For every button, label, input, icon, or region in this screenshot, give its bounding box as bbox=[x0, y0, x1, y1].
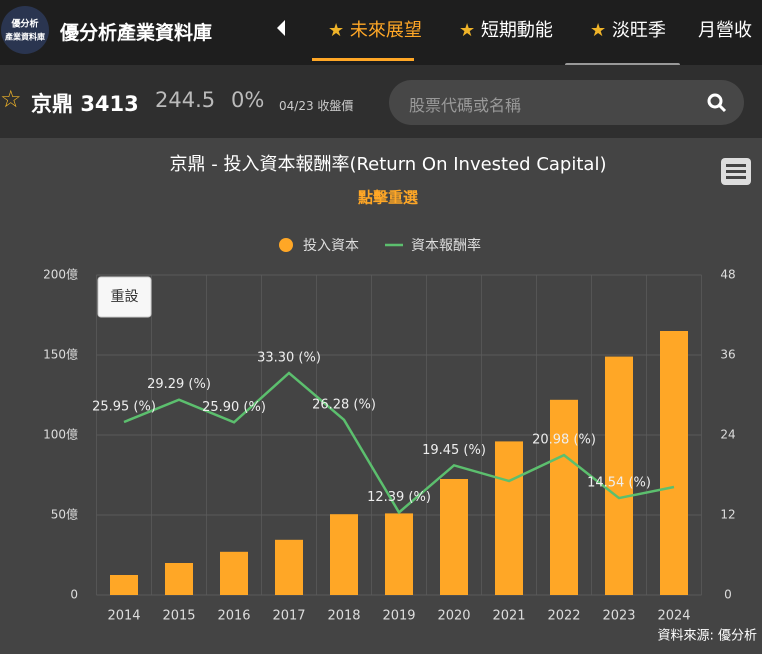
tab-label: 短期動能 bbox=[480, 20, 553, 41]
date: 04/23 bbox=[279, 99, 314, 113]
bar bbox=[605, 356, 633, 595]
bar bbox=[440, 479, 468, 595]
y-tick-label: 200億 bbox=[43, 268, 78, 282]
y-tick-label: 150億 bbox=[43, 348, 78, 362]
app-title: 優分析產業資料庫 bbox=[60, 22, 213, 44]
search-placeholder: 股票代碼或名稱 bbox=[409, 96, 522, 115]
y2-tick-label: 0 bbox=[724, 588, 732, 602]
date-label: 收盤價 bbox=[317, 99, 354, 113]
tab[interactable]: 月營收 bbox=[698, 16, 752, 42]
y-tick-label: 50億 bbox=[51, 508, 78, 522]
x-tick-label: 2019 bbox=[382, 609, 415, 624]
bar bbox=[385, 513, 413, 595]
y2-tick-label: 36 bbox=[720, 348, 735, 362]
stock-bar: ☆ 京鼎 3413 244.5 0% 04/23 收盤價 股票代碼或名稱 bbox=[0, 65, 762, 138]
source: 資料來源: 優分析 bbox=[657, 629, 757, 644]
x-tick-label: 2021 bbox=[492, 609, 525, 624]
bar bbox=[110, 575, 138, 595]
logo[interactable] bbox=[1, 6, 49, 54]
y2-tick-label: 24 bbox=[720, 428, 735, 442]
chart-title: 京鼎 - 投入資本報酬率(Return On Invested Capital) bbox=[170, 154, 607, 175]
data-label: 19.45 (%) bbox=[422, 443, 486, 458]
x-tick-label: 2022 bbox=[547, 609, 580, 624]
menu-icon[interactable] bbox=[721, 158, 751, 185]
chart: 京鼎 - 投入資本報酬率(Return On Invested Capital)… bbox=[43, 154, 757, 644]
favorite-star[interactable]: ☆ bbox=[0, 85, 22, 113]
x-tick-label: 2014 bbox=[107, 609, 140, 624]
data-label: 29.29 (%) bbox=[147, 377, 211, 392]
chart-subtitle[interactable]: 點擊重選 bbox=[358, 189, 418, 207]
stock-change: 0% bbox=[231, 88, 265, 112]
stock-name: 京鼎 3413 bbox=[31, 88, 139, 118]
bar bbox=[275, 539, 303, 595]
y2-tick-label: 12 bbox=[720, 508, 735, 522]
search-icon[interactable] bbox=[706, 92, 728, 114]
x-tick-label: 2018 bbox=[327, 609, 360, 624]
bar bbox=[660, 331, 688, 595]
x-tick-label: 2020 bbox=[437, 609, 470, 624]
data-label: 25.90 (%) bbox=[202, 400, 266, 415]
legend-swatch bbox=[279, 238, 293, 252]
y-tick-label: 0 bbox=[70, 588, 78, 602]
reset-button[interactable] bbox=[97, 276, 152, 318]
stock-code: 3413 bbox=[80, 92, 139, 116]
data-label: 20.98 (%) bbox=[532, 433, 596, 448]
legend-label[interactable]: 資本報酬率 bbox=[411, 237, 481, 254]
y-tick-label: 100億 bbox=[43, 428, 78, 442]
data-label: 12.39 (%) bbox=[367, 490, 431, 505]
tab[interactable]: ★ 未來展望 bbox=[328, 20, 422, 41]
logo-text: 優分析 bbox=[10, 18, 38, 30]
left-arrow[interactable] bbox=[277, 20, 285, 36]
data-label: 25.95 (%) bbox=[92, 400, 156, 415]
tab-label: 未來展望 bbox=[349, 20, 422, 41]
y2-tick-label: 48 bbox=[720, 268, 735, 282]
data-label: 14.54 (%) bbox=[587, 476, 651, 491]
header: 優分析 產業資料庫 優分析產業資料庫 ★ 未來展望 ★ 短期動能 ★ 淡旺季 月… bbox=[0, 0, 762, 65]
legend-label[interactable]: 投入資本 bbox=[303, 238, 359, 254]
x-tick-label: 2023 bbox=[602, 609, 635, 624]
reset-label[interactable]: 重設 bbox=[111, 289, 139, 305]
bar bbox=[220, 551, 248, 595]
tab[interactable]: ★ 淡旺季 bbox=[590, 20, 666, 41]
line bbox=[123, 371, 675, 515]
x-tick-label: 2024 bbox=[657, 609, 690, 624]
bar bbox=[495, 441, 523, 595]
data-label: 26.28 (%) bbox=[312, 397, 376, 412]
active-tab-underline bbox=[312, 58, 414, 61]
bar bbox=[330, 514, 358, 595]
x-tick-label: 2015 bbox=[162, 609, 195, 624]
bar bbox=[550, 399, 578, 595]
tab-label: 月營收 bbox=[698, 20, 752, 41]
stock-name-text: 京鼎 bbox=[31, 92, 73, 116]
tab-label: 淡旺季 bbox=[611, 20, 666, 41]
scroll-indicator bbox=[565, 63, 680, 65]
x-tick-label: 2016 bbox=[217, 609, 250, 624]
bar bbox=[165, 563, 193, 595]
search-box[interactable]: 股票代碼或名稱 bbox=[389, 80, 744, 125]
stock-price: 244.5 bbox=[155, 88, 216, 112]
stock-date: 04/23 收盤價 bbox=[279, 97, 353, 114]
logo-text: 產業資料庫 bbox=[4, 32, 45, 42]
x-tick-label: 2017 bbox=[272, 609, 305, 624]
header-graphics: 優分析 產業資料庫 bbox=[1, 6, 680, 65]
tab[interactable]: ★ 短期動能 bbox=[459, 20, 553, 41]
data-label: 33.30 (%) bbox=[257, 351, 321, 366]
